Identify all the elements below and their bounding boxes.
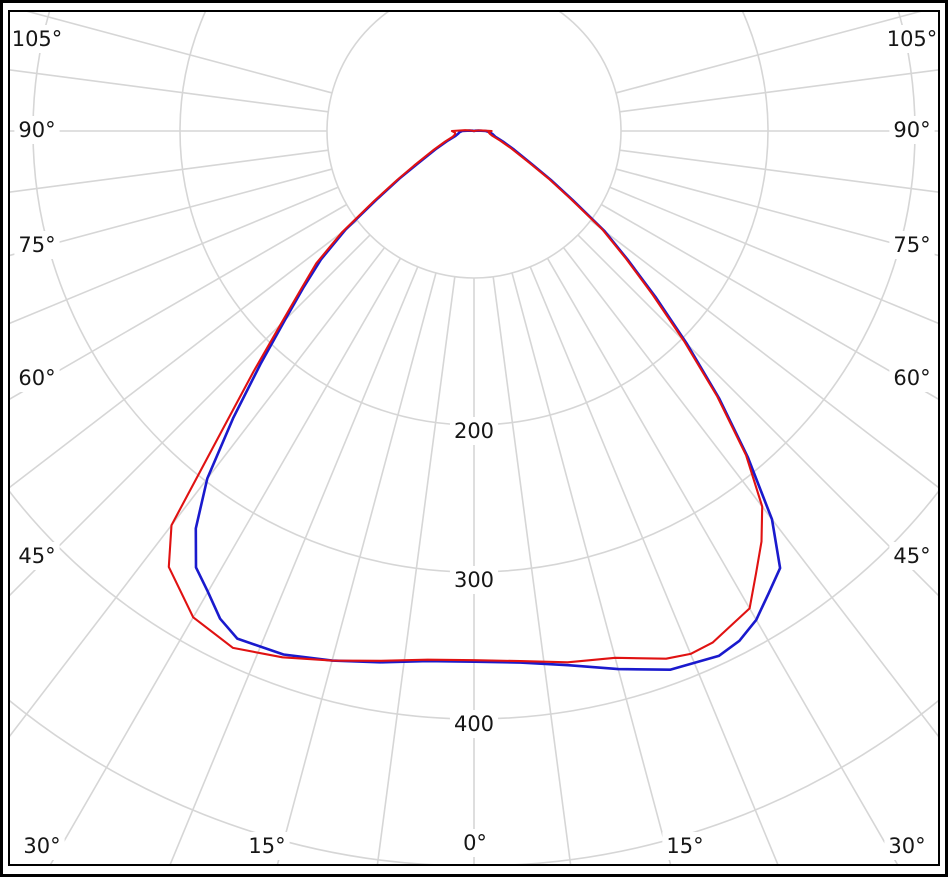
radial-tick-label: 300 xyxy=(454,568,494,592)
grid-spoke xyxy=(8,234,371,599)
angle-tick-label-left: 105° xyxy=(12,27,63,51)
grid-spoke xyxy=(511,272,672,866)
intensity-curves xyxy=(167,129,782,672)
grid-spoke xyxy=(8,149,329,194)
angle-tick-label-left: 60° xyxy=(18,366,55,390)
label-background xyxy=(14,116,60,144)
grid-spoke xyxy=(529,266,780,866)
angle-tick-label-left: 45° xyxy=(18,544,55,568)
grid-spoke xyxy=(19,10,333,94)
grid-spoke xyxy=(615,168,940,257)
label-background xyxy=(884,832,930,860)
grid-spoke xyxy=(619,149,940,194)
grid-spoke xyxy=(48,257,402,866)
label-background xyxy=(14,231,60,259)
grid-spoke xyxy=(577,234,940,599)
grid-spoke xyxy=(8,247,386,740)
grid-spoke xyxy=(492,276,572,866)
angle-tick-label-right: 60° xyxy=(893,366,930,390)
grid-spoke xyxy=(562,247,940,740)
angle-tick-label-right: 90° xyxy=(893,118,930,142)
label-background xyxy=(889,364,935,392)
label-background xyxy=(889,542,935,570)
grid-spoke xyxy=(8,203,348,401)
angle-tick-label-right: 45° xyxy=(893,544,930,568)
label-background xyxy=(14,364,60,392)
angle-tick-label-bottom: 15° xyxy=(666,834,703,858)
grid-spoke xyxy=(8,68,329,113)
label-background xyxy=(449,417,499,445)
grid-spoke xyxy=(168,266,419,866)
angle-tick-label-bottom: 0° xyxy=(463,831,487,855)
angle-tick-label-bottom: 15° xyxy=(248,834,285,858)
plot-border xyxy=(8,10,940,866)
radial-tick-label: 200 xyxy=(454,419,494,443)
angle-tick-label-right: 105° xyxy=(887,27,938,51)
label-background xyxy=(14,542,60,570)
angle-tick-label-bottom: 30° xyxy=(23,834,60,858)
grid-spoke xyxy=(8,168,333,257)
label-background xyxy=(449,710,499,738)
label-background xyxy=(19,832,65,860)
angle-tick-label-right: 75° xyxy=(893,233,930,257)
label-background xyxy=(882,25,942,53)
label-background xyxy=(889,231,935,259)
label-background xyxy=(662,832,708,860)
label-background xyxy=(7,25,67,53)
grid-spoke xyxy=(276,272,437,866)
red-curve xyxy=(167,129,764,664)
grid-spoke xyxy=(376,276,456,866)
grid-spoke xyxy=(546,257,900,866)
label-background xyxy=(244,832,290,860)
radial-tick-label: 400 xyxy=(454,712,494,736)
grid-spoke xyxy=(8,219,358,490)
grid-spoke xyxy=(590,219,940,490)
grid-spoke xyxy=(615,10,929,94)
grid-spoke xyxy=(619,68,940,113)
grid-spoke xyxy=(609,186,940,325)
axis-labels: 105° 90° 75° 60° 45° 105° 90° 75° 60° 45° 30° 15° 0°… xyxy=(7,25,942,860)
label-background xyxy=(449,566,499,594)
angle-tick-label-left: 75° xyxy=(18,233,55,257)
grid-spoke xyxy=(8,186,339,325)
label-background xyxy=(889,116,935,144)
label-background xyxy=(459,829,491,857)
angle-tick-label-left: 90° xyxy=(18,118,55,142)
angle-tick-label-bottom: 30° xyxy=(888,834,925,858)
grid-spoke xyxy=(600,203,940,401)
